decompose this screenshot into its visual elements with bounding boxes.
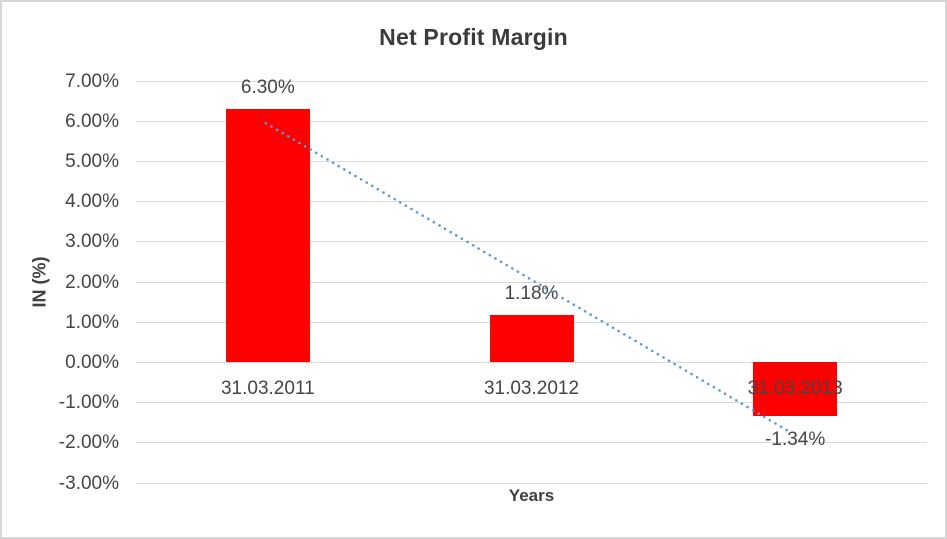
gridline xyxy=(136,482,927,484)
bar-data-label: 6.30% xyxy=(240,77,295,99)
x-tick-label: 31.03.2013 xyxy=(747,378,843,400)
gridline xyxy=(136,281,927,283)
x-tick-label: 31.03.2012 xyxy=(483,378,580,400)
y-tick-label: 4.00% xyxy=(65,191,119,213)
y-tick-label: 3.00% xyxy=(65,231,119,253)
bar[interactable] xyxy=(753,362,838,417)
bar[interactable] xyxy=(489,314,574,363)
y-tick-label: 7.00% xyxy=(65,70,119,92)
y-tick-label: 0.00% xyxy=(65,351,119,373)
y-tick-label: -3.00% xyxy=(58,472,119,494)
gridline xyxy=(136,201,927,203)
gridline xyxy=(136,361,927,363)
gridline xyxy=(136,402,927,404)
y-tick-label: 6.00% xyxy=(65,110,119,132)
gridline xyxy=(136,241,927,243)
bar-data-label: -1.34% xyxy=(765,429,826,451)
gridline xyxy=(136,160,927,162)
y-tick-label: 5.00% xyxy=(65,150,119,172)
y-tick-label: 1.00% xyxy=(65,311,119,333)
bar-data-label: 1.18% xyxy=(504,282,559,304)
bar[interactable] xyxy=(225,109,310,363)
y-tick-label: -2.00% xyxy=(58,432,119,454)
chart-title: Net Profit Margin xyxy=(379,24,568,50)
gridline xyxy=(136,442,927,444)
x-axis-title: Years xyxy=(508,486,555,505)
gridline xyxy=(136,80,927,82)
trendline[interactable] xyxy=(264,121,793,435)
gridline xyxy=(136,120,927,122)
x-tick-label: 31.03.2011 xyxy=(220,378,315,400)
y-tick-label: 2.00% xyxy=(65,271,119,293)
y-tick-label: -1.00% xyxy=(58,392,119,414)
